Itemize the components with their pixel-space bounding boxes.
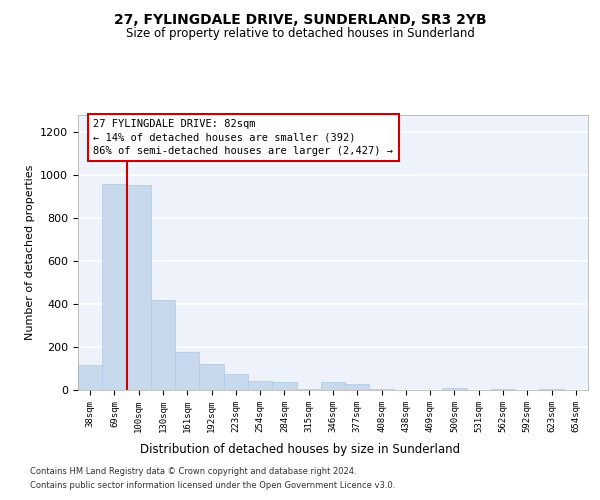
Bar [199,364,224,390]
Bar [345,384,370,390]
Bar [78,366,102,390]
Bar [175,352,199,390]
Text: Contains HM Land Registry data © Crown copyright and database right 2024.: Contains HM Land Registry data © Crown c… [30,468,356,476]
Text: Size of property relative to detached houses in Sunderland: Size of property relative to detached ho… [125,28,475,40]
Bar [127,185,151,390]
Bar [370,389,394,390]
Bar [321,382,345,390]
Bar [151,300,175,390]
Bar [224,374,248,390]
Bar [248,382,272,390]
Bar [296,389,321,390]
Text: 27 FYLINGDALE DRIVE: 82sqm
← 14% of detached houses are smaller (392)
86% of sem: 27 FYLINGDALE DRIVE: 82sqm ← 14% of deta… [94,119,394,156]
Bar [102,184,127,390]
Bar [539,389,564,390]
Text: Contains public sector information licensed under the Open Government Licence v3: Contains public sector information licen… [30,481,395,490]
Text: Distribution of detached houses by size in Sunderland: Distribution of detached houses by size … [140,442,460,456]
Bar [491,389,515,390]
Bar [272,382,296,390]
Y-axis label: Number of detached properties: Number of detached properties [25,165,35,340]
Bar [442,388,467,390]
Text: 27, FYLINGDALE DRIVE, SUNDERLAND, SR3 2YB: 27, FYLINGDALE DRIVE, SUNDERLAND, SR3 2Y… [113,12,487,26]
